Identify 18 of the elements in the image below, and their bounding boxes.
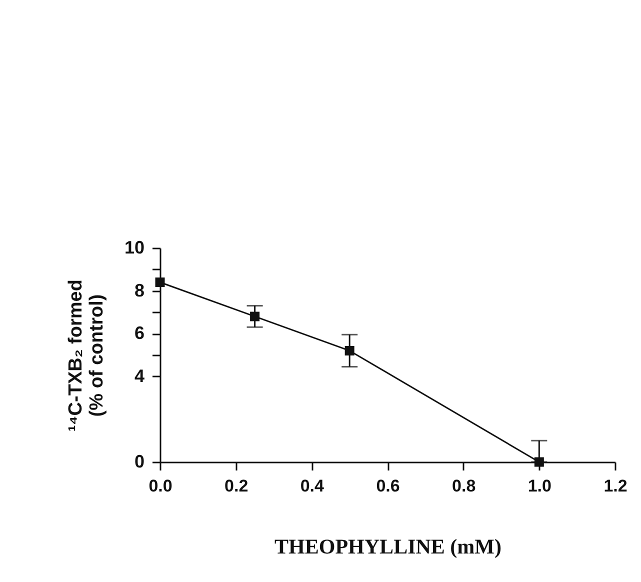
x-tick-label: 0.6 [376,476,400,496]
y-axis-title: ¹⁴C-TXB₂ formed (% of control) [65,280,108,432]
point [155,277,165,287]
x-tick-label: 0.2 [224,476,248,496]
x-tick-label: 1.0 [528,476,552,496]
point [534,457,544,467]
x-tick-label: 0.4 [300,476,325,496]
y-tick-label: 10 [124,238,144,258]
y-tick-label: 8 [134,280,144,300]
y-tick-label: 4 [134,366,144,386]
x-axis-title: THEOPHYLLINE (mM) [274,534,502,558]
point [344,346,354,356]
point [250,312,260,322]
x-tick-label: 1.2 [604,476,628,496]
y-tick-label: 6 [134,323,144,344]
x-tick-label: 0.0 [148,476,172,496]
y-tick-label: 0 [134,452,144,472]
x-tick-label: 0.8 [452,476,476,496]
